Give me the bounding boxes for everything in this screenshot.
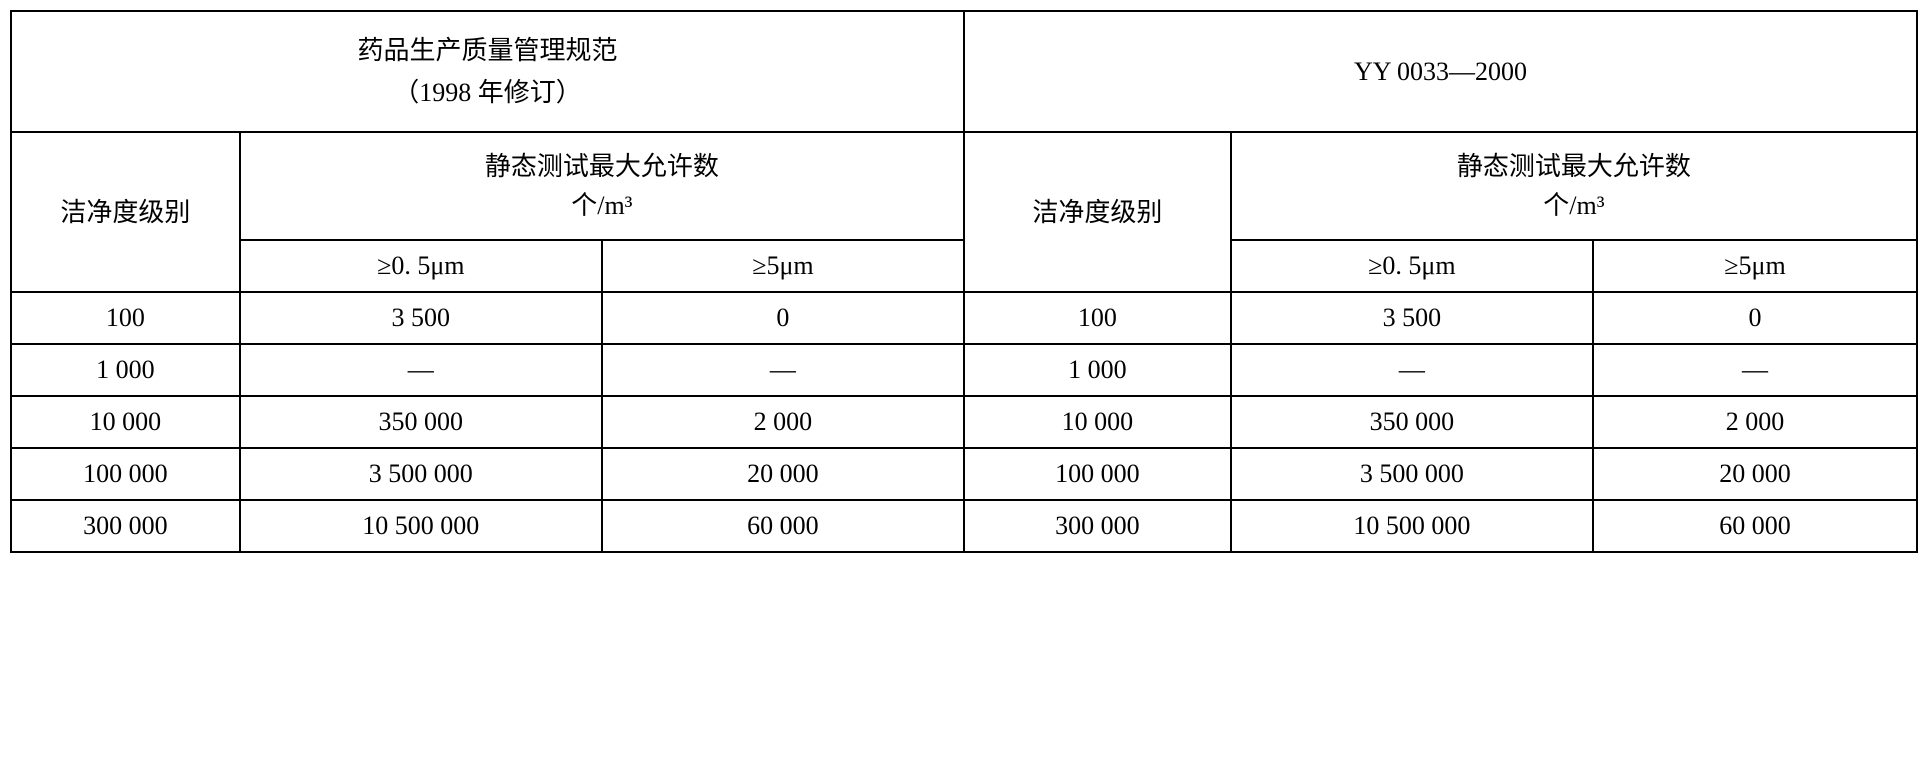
cell-left-05: 3 500 000 — [240, 448, 602, 500]
cell-left-05: — — [240, 344, 602, 396]
cell-left-level: 1 000 — [11, 344, 240, 396]
right-max-line2: 个/m³ — [1543, 191, 1604, 220]
cell-left-05: 350 000 — [240, 396, 602, 448]
right-level-header: 洁净度级别 — [964, 132, 1231, 292]
cleanliness-standards-table: 药品生产质量管理规范 （1998 年修订） YY 0033—2000 洁净度级别… — [10, 10, 1918, 553]
table-header-row-1: 药品生产质量管理规范 （1998 年修订） YY 0033—2000 — [11, 11, 1917, 132]
cell-right-level: 100 000 — [964, 448, 1231, 500]
cell-left-5: 2 000 — [602, 396, 964, 448]
cell-right-level: 100 — [964, 292, 1231, 344]
cell-right-level: 300 000 — [964, 500, 1231, 552]
table-row: 10 000 350 000 2 000 10 000 350 000 2 00… — [11, 396, 1917, 448]
cell-left-level: 10 000 — [11, 396, 240, 448]
cell-right-5: 20 000 — [1593, 448, 1917, 500]
right-05um-header: ≥0. 5μm — [1231, 240, 1593, 292]
left-standard-title: 药品生产质量管理规范 （1998 年修订） — [11, 11, 964, 132]
cell-right-5: 0 — [1593, 292, 1917, 344]
left-05um-header: ≥0. 5μm — [240, 240, 602, 292]
left-5um-header: ≥5μm — [602, 240, 964, 292]
cell-right-level: 1 000 — [964, 344, 1231, 396]
left-level-header: 洁净度级别 — [11, 132, 240, 292]
right-5um-header: ≥5μm — [1593, 240, 1917, 292]
left-title-line2: （1998 年修订） — [393, 78, 582, 107]
cell-left-5: 20 000 — [602, 448, 964, 500]
cell-right-05: 3 500 — [1231, 292, 1593, 344]
cell-right-05: 350 000 — [1231, 396, 1593, 448]
cell-left-level: 300 000 — [11, 500, 240, 552]
left-max-line2: 个/m³ — [571, 191, 632, 220]
right-max-line1: 静态测试最大允许数 — [1457, 152, 1691, 181]
right-standard-title: YY 0033—2000 — [964, 11, 1917, 132]
cell-left-05: 3 500 — [240, 292, 602, 344]
table-row: 300 000 10 500 000 60 000 300 000 10 500… — [11, 500, 1917, 552]
table-row: 1 000 — — 1 000 — — — [11, 344, 1917, 396]
table-row: 100 3 500 0 100 3 500 0 — [11, 292, 1917, 344]
cell-left-5: 0 — [602, 292, 964, 344]
cell-right-5: — — [1593, 344, 1917, 396]
table-row: 100 000 3 500 000 20 000 100 000 3 500 0… — [11, 448, 1917, 500]
table-header-row-2: 洁净度级别 静态测试最大允许数 个/m³ 洁净度级别 静态测试最大允许数 个/m… — [11, 132, 1917, 240]
left-title-line1: 药品生产质量管理规范 — [357, 36, 617, 65]
cell-left-level: 100 — [11, 292, 240, 344]
cell-right-05: — — [1231, 344, 1593, 396]
cell-right-05: 3 500 000 — [1231, 448, 1593, 500]
cell-right-5: 2 000 — [1593, 396, 1917, 448]
cell-right-05: 10 500 000 — [1231, 500, 1593, 552]
cell-left-05: 10 500 000 — [240, 500, 602, 552]
cell-right-5: 60 000 — [1593, 500, 1917, 552]
left-max-line1: 静态测试最大允许数 — [485, 152, 719, 181]
cell-left-5: — — [602, 344, 964, 396]
right-title: YY 0033—2000 — [1354, 57, 1527, 86]
cell-right-level: 10 000 — [964, 396, 1231, 448]
right-max-test-header: 静态测试最大允许数 个/m³ — [1231, 132, 1917, 240]
left-max-test-header: 静态测试最大允许数 个/m³ — [240, 132, 964, 240]
cell-left-5: 60 000 — [602, 500, 964, 552]
cell-left-level: 100 000 — [11, 448, 240, 500]
